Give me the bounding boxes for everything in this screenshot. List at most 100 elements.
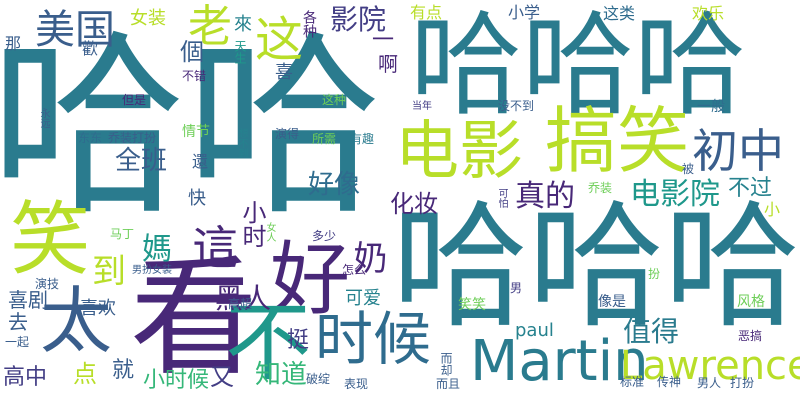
word-xi: 喜 — [275, 62, 293, 83]
word-lao: 老 — [188, 1, 232, 52]
word-xiangbudao: 想不到 — [236, 128, 247, 158]
word-xihuan: 喜欢 — [80, 298, 116, 319]
word-duoshao: 多少 — [312, 229, 337, 243]
word-erque: 而却 — [439, 352, 453, 376]
word-hahaha-top: 哈哈哈 — [410, 1, 746, 131]
word-nan: 男 — [510, 281, 523, 295]
word-zhidao: 知道 — [255, 360, 308, 390]
word-chuanshen: 传神 — [657, 375, 682, 389]
word-tai: 太 — [40, 279, 113, 363]
word-dian: 点 — [73, 360, 97, 388]
word-zenme: 怎么 — [342, 263, 367, 277]
word-gaoxiao: 搞笑 — [545, 99, 690, 183]
word-qingjie: 情节 — [182, 124, 210, 140]
word-mading: 马丁 — [110, 227, 135, 241]
word-dianyingyuan: 电影院 — [630, 177, 720, 212]
word-pohuai: 破绽 — [306, 372, 331, 386]
word-kan: 看 — [130, 244, 259, 393]
word-dao: 到 — [92, 252, 126, 292]
word-huan: 歡 — [79, 40, 98, 56]
word-haha: 哈哈 — [0, 14, 383, 242]
word-huan2: 還 — [192, 152, 209, 171]
word-xiangshi: 像是 — [598, 294, 626, 310]
word-xiao: 笑 — [10, 193, 90, 286]
word-kuai: 快 — [188, 188, 206, 209]
word-xiaoxue: 小学 — [508, 3, 541, 22]
word-gaochao: 高超 — [228, 297, 253, 311]
word-nanren: 男人 — [697, 376, 722, 390]
word-xiaoshi: 小时 — [238, 200, 266, 248]
word-yi: 一 — [372, 28, 395, 53]
word-martin: Martin — [470, 329, 649, 394]
word-yiqi: 一起 — [5, 335, 30, 349]
word-hao: 好 — [270, 233, 350, 326]
word-zhezhong: 这种 — [322, 93, 347, 107]
word-gezhong: 各种 — [301, 10, 317, 38]
word-qiaozhuangdaban: 乔装打扮 — [108, 131, 157, 145]
word-zhide: 值得 — [623, 315, 680, 348]
word-dianying: 电影 — [395, 115, 523, 189]
word-zhe: 这 — [255, 12, 304, 68]
word-nvzhuang: 女装 — [130, 8, 166, 29]
word-zhelei: 这类 — [603, 4, 636, 23]
word-quanban: 全班 — [115, 146, 168, 176]
word-biaoxian: 表现 — [344, 377, 369, 391]
word-dongdong: 东东 — [78, 131, 103, 145]
word-you: 又 — [210, 363, 234, 391]
word-na: 那 — [5, 34, 22, 53]
word-heiren: 黑人 — [215, 282, 272, 315]
word-yande: 演得 — [275, 127, 300, 141]
word-yingyuan: 影院 — [330, 3, 387, 36]
word-buguo: 不过 — [728, 176, 773, 201]
word-hahaha-bottom: 哈哈哈 — [392, 189, 800, 347]
word-gaozhong: 高中 — [3, 365, 48, 390]
word-kepa: 可怕 — [496, 188, 507, 208]
word-ban: 扮 — [648, 267, 661, 281]
word-dangnian: 当年 — [412, 101, 432, 112]
word-meixiangdao: 没不到 — [498, 99, 535, 113]
word-yongyuan: 永远 — [38, 108, 49, 128]
word-xiju: 喜剧 — [8, 288, 48, 312]
word-nai: 奶 — [347, 240, 387, 274]
word-yiban: 一般 — [697, 99, 725, 115]
word-zhe-trad: 這 — [192, 221, 238, 275]
word-chuzhong: 初中 — [692, 124, 784, 178]
word-ting: 挺 — [287, 328, 310, 353]
word-bucuo: 不错 — [182, 69, 207, 83]
word-fengge: 风格 — [737, 294, 765, 310]
word-meiguo: 美国 — [35, 7, 115, 53]
word-keai: 可爱 — [345, 288, 381, 309]
word-zhende: 真的 — [515, 179, 575, 214]
word-youqu: 有趣 — [350, 132, 375, 146]
word-daban: 打扮 — [730, 376, 755, 390]
word-jiu: 就 — [112, 358, 135, 383]
word-huanle: 欢乐 — [692, 4, 725, 23]
word-ma: 媽 — [142, 232, 172, 267]
word-qu: 去 — [8, 310, 28, 334]
word-lawrence: Lawrence — [620, 343, 800, 389]
word-xiao2: 小 — [764, 200, 781, 219]
word-shihou: 时候 — [315, 305, 432, 373]
word-lai: 來 — [231, 14, 252, 32]
word-huazhuang: 化妆 — [390, 190, 438, 218]
word-xiaoshihou: 小时候 — [143, 368, 210, 393]
word-ge: 個 — [180, 38, 204, 66]
word-bei: 被 — [682, 162, 695, 176]
word-biaozhun: 标准 — [620, 375, 645, 389]
word-nanban: 男扮女装 — [132, 265, 172, 276]
word-xiaoxiao: 笑笑 — [458, 297, 486, 313]
word-egao: 恶搞 — [738, 329, 763, 343]
word-qiaozhuang: 乔装 — [588, 181, 613, 195]
word-suoxu: 所需 — [312, 132, 337, 146]
word-a: 啊 — [378, 52, 398, 76]
word-nvren: 女人 — [264, 222, 275, 242]
word-youdian: 有点 — [410, 3, 443, 22]
word-tiansheng: 天生 — [233, 40, 247, 64]
word-paul: paul — [515, 320, 554, 341]
word-danshi: 但是 — [122, 93, 147, 107]
word-erqie: 而且 — [436, 377, 461, 391]
word-bu: 不 — [225, 293, 311, 393]
word-yanji: 演技 — [35, 277, 60, 291]
word-haoxiang: 好像 — [308, 170, 361, 200]
